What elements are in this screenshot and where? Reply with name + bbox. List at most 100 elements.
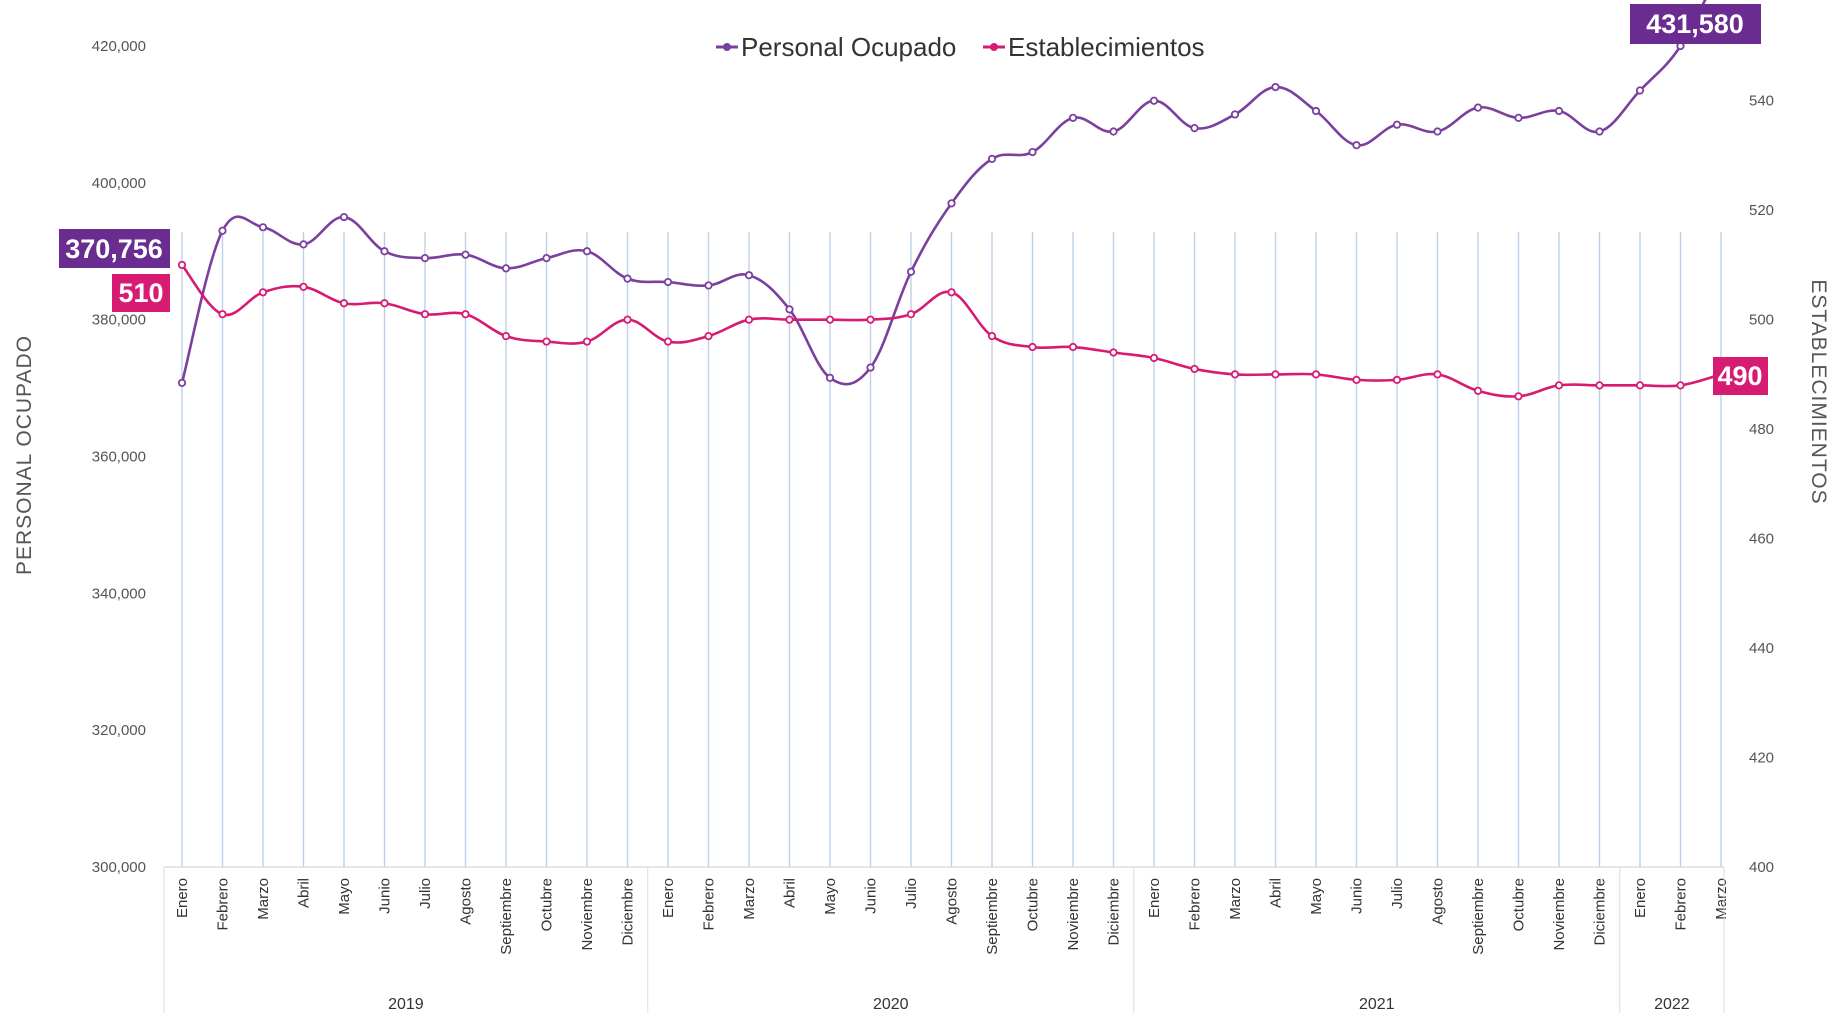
x-tick-label: Abril	[296, 878, 313, 908]
data-point	[258, 223, 268, 232]
x-tick-label: Febrero	[1673, 878, 1690, 931]
y-left-tick-label: 320,000	[92, 722, 146, 739]
x-tick-label: Enero	[1146, 878, 1163, 918]
x-tick-label: Junio	[377, 878, 394, 914]
legend-marker-personal	[723, 43, 731, 51]
data-point	[420, 253, 430, 263]
y-right-tick-label: 420	[1749, 750, 1774, 767]
data-point	[1230, 110, 1240, 119]
data-point	[299, 282, 308, 291]
data-point	[906, 310, 916, 319]
y-right-tick-label: 440	[1749, 640, 1774, 657]
data-point	[177, 378, 187, 388]
callout-end-personal-label: 431,580	[1646, 9, 1744, 39]
data-point	[825, 315, 835, 324]
legend-label-establecimientos: Establecimientos	[1008, 32, 1205, 62]
x-tick-label: Mayo	[822, 878, 839, 915]
x-tick-label: Diciembre	[1106, 878, 1123, 946]
x-tick-label: Mayo	[1308, 878, 1325, 915]
x-tick-label: Diciembre	[1592, 878, 1609, 946]
callout-start-establecimientos-label: 510	[118, 278, 163, 308]
series-layer	[177, 0, 1726, 401]
data-point	[1635, 86, 1645, 95]
data-point	[420, 310, 430, 319]
legend-item-establecimientos[interactable]: Establecimientos	[983, 32, 1205, 62]
x-axis: Enero Febrero Marzo Abril Mayo Junio Julio Agos…	[163, 866, 1730, 1013]
data-point	[1554, 381, 1564, 390]
data-point	[501, 331, 511, 341]
data-point	[1352, 375, 1361, 384]
x-tick-label: Septiembre	[984, 878, 1001, 955]
data-point	[1514, 113, 1523, 122]
y-right-tick-label: 460	[1749, 531, 1774, 548]
data-point	[1635, 381, 1645, 390]
x-tick-label: Julio	[417, 878, 434, 909]
y-right-tick-label: 540	[1749, 93, 1774, 110]
data-point	[1595, 127, 1604, 136]
x-tick-label: Julio	[903, 878, 920, 909]
data-point	[218, 226, 227, 235]
data-point	[177, 260, 187, 270]
data-point	[1392, 120, 1402, 129]
data-point	[1433, 127, 1442, 136]
y-axis-left: 300,000 320,000 340,000 360,000 380,000 400,0…	[92, 38, 146, 876]
data-point	[1149, 96, 1159, 105]
data-point	[1473, 386, 1483, 395]
y-right-tick-label: 520	[1749, 202, 1774, 219]
callout-start-personal-label: 370,756	[65, 234, 163, 264]
data-point	[501, 264, 511, 273]
data-point	[987, 154, 997, 163]
x-tick-label: Noviembre	[579, 878, 596, 951]
x-tick-label: Mayo	[336, 878, 353, 915]
y-right-tick-label: 480	[1749, 421, 1774, 438]
y-left-tick-label: 300,000	[92, 859, 146, 876]
legend-label-personal: Personal Ocupado	[741, 32, 956, 62]
x-tick-label: Noviembre	[1551, 878, 1568, 951]
x-tick-label: Diciembre	[620, 878, 637, 946]
data-point	[1392, 375, 1402, 384]
x-tick-label: Febrero	[215, 878, 232, 931]
data-point	[623, 315, 632, 324]
x-tick-label: Febrero	[1187, 878, 1204, 931]
callout-start-establecimientos-box	[112, 274, 170, 312]
data-point	[1311, 106, 1321, 116]
x-tick-label: Marzo	[1227, 878, 1244, 920]
data-point	[987, 331, 997, 341]
data-point	[866, 363, 875, 372]
y-left-tick-label: 380,000	[92, 312, 146, 329]
x-tick-label: Abril	[1268, 878, 1285, 908]
data-point	[1352, 141, 1361, 150]
data-point	[704, 281, 713, 290]
data-point	[1554, 106, 1564, 116]
callout-end-personal: 431,580	[1630, 4, 1761, 44]
x-tick-label: Enero	[1632, 878, 1649, 918]
callout-start-establecimientos: 510	[112, 274, 170, 312]
data-point	[258, 288, 268, 297]
year-label: 2022	[1654, 996, 1690, 1013]
data-point	[866, 315, 875, 324]
legend-item-personal-ocupado[interactable]: Personal Ocupado	[716, 32, 956, 62]
callouts: 370,756 431,580 510 490	[59, 4, 1768, 395]
data-point	[542, 337, 551, 346]
data-point	[1514, 392, 1523, 401]
x-tick-label: Marzo	[1713, 878, 1730, 920]
data-point	[947, 199, 956, 208]
x-tick-label: Julio	[1389, 878, 1406, 909]
x-tick-label: Septiembre	[498, 878, 515, 955]
x-tick-label: Octubre	[539, 878, 556, 931]
data-point	[1433, 370, 1442, 379]
data-point	[582, 337, 592, 346]
series-establecimientos	[177, 260, 1726, 401]
data-point	[1109, 127, 1118, 136]
data-point	[744, 315, 754, 324]
x-tick-label: Enero	[660, 878, 677, 918]
data-point	[1271, 370, 1280, 379]
data-point	[744, 271, 754, 280]
data-point	[299, 240, 308, 249]
data-point	[1028, 147, 1037, 157]
callout-start-personal: 370,756	[59, 229, 170, 268]
data-point	[1595, 381, 1604, 390]
y-axis-left-title: PERSONAL OCUPADO	[13, 335, 36, 575]
data-point	[1271, 82, 1280, 92]
data-point	[461, 310, 470, 319]
